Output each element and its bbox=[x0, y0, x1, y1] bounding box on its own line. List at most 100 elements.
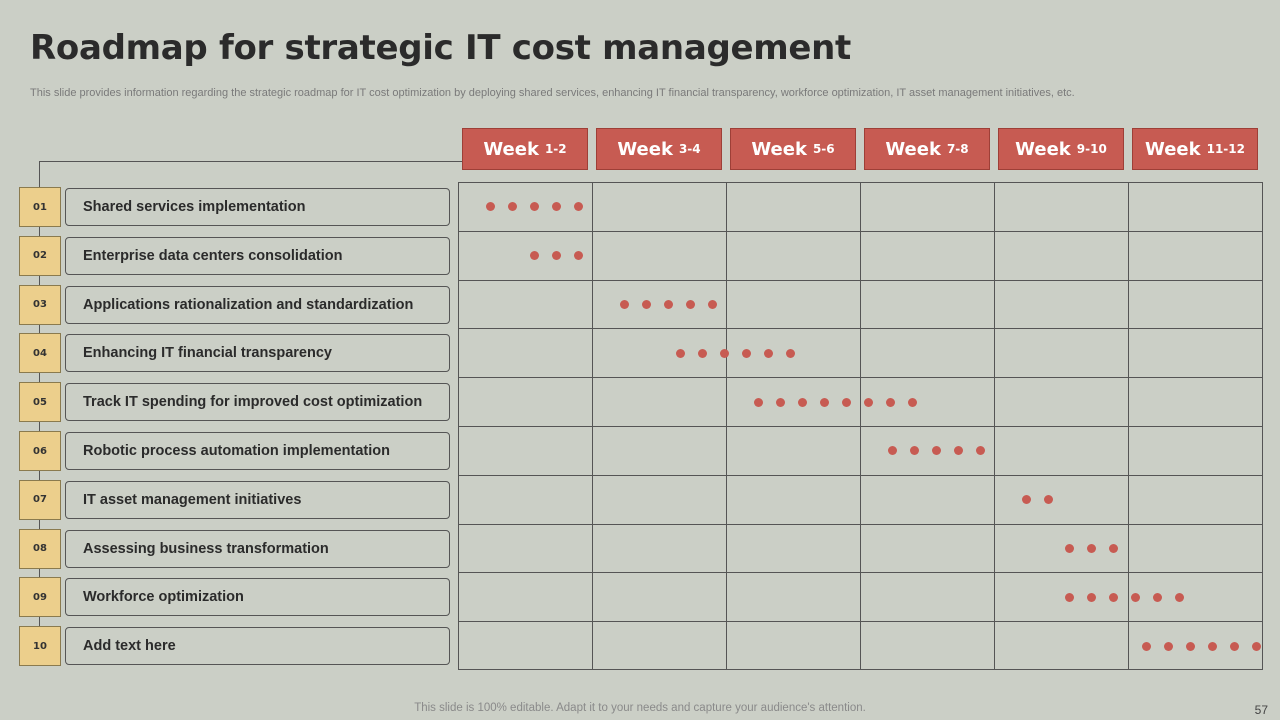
timeline-dot bbox=[1208, 641, 1218, 651]
task-label-box: Add text here bbox=[65, 627, 450, 666]
timeline-grid bbox=[458, 182, 1263, 670]
timeline-dot bbox=[676, 348, 686, 358]
task-label-box: Enhancing IT financial transparency bbox=[65, 334, 450, 373]
timeline-dot bbox=[1186, 641, 1196, 651]
timeline-dot bbox=[764, 348, 774, 358]
task-label-box: Track IT spending for improved cost opti… bbox=[65, 383, 450, 422]
timeline-dot bbox=[863, 397, 873, 407]
timeline-dot bbox=[698, 348, 708, 358]
timeline-dot bbox=[1043, 495, 1053, 505]
task-number-tag: 06 bbox=[19, 431, 61, 471]
week-header-1: Week 1-2 bbox=[462, 128, 588, 170]
task-label-box: Enterprise data centers consolidation bbox=[65, 236, 450, 275]
task-number-tag: 04 bbox=[19, 333, 61, 374]
timeline-dot bbox=[485, 202, 495, 212]
week-header-range: 3-4 bbox=[678, 142, 701, 156]
grid-row-divider bbox=[459, 474, 1262, 476]
timeline-dot bbox=[786, 348, 796, 358]
timeline-dot bbox=[909, 446, 919, 456]
task-label-box: Assessing business transformation bbox=[65, 529, 450, 568]
week-header-range: 5-6 bbox=[812, 142, 835, 156]
task-label-box: Shared services implementation bbox=[65, 188, 450, 226]
timeline-dot bbox=[507, 202, 517, 212]
footer-note: This slide is 100% editable. Adapt it to… bbox=[414, 702, 866, 714]
grid-row-divider bbox=[459, 377, 1262, 379]
task-number-tag: 03 bbox=[19, 284, 61, 325]
task-label-box: Robotic process automation implementatio… bbox=[65, 432, 450, 470]
week-header-range: 7-8 bbox=[946, 142, 969, 156]
task-number-tag: 08 bbox=[19, 528, 61, 569]
timeline-dot bbox=[551, 202, 561, 212]
timeline-dot bbox=[574, 251, 584, 261]
timeline-dot bbox=[1064, 544, 1074, 553]
timeline-dot bbox=[975, 446, 985, 456]
task-number-tag: 02 bbox=[19, 235, 61, 276]
timeline-dot bbox=[573, 202, 583, 212]
task-number-tag: 10 bbox=[19, 626, 61, 667]
grid-row-divider bbox=[459, 621, 1262, 623]
grid-row-divider bbox=[459, 328, 1262, 330]
timeline-dot bbox=[641, 300, 651, 309]
timeline-dot bbox=[953, 446, 963, 456]
grid-row-divider bbox=[459, 572, 1262, 574]
timeline-dot bbox=[619, 300, 629, 309]
timeline-dot bbox=[1252, 641, 1262, 651]
timeline-dot bbox=[742, 348, 752, 358]
task-label-box: Applications rationalization and standar… bbox=[65, 285, 450, 324]
week-header-label: Week bbox=[751, 138, 807, 160]
timeline-dot bbox=[1130, 592, 1140, 602]
week-header-range: 1-2 bbox=[544, 142, 567, 156]
page-title: Roadmap for strategic IT cost management bbox=[30, 28, 852, 68]
timeline-dot bbox=[720, 348, 730, 358]
task-label-box: IT asset management initiatives bbox=[65, 480, 450, 519]
task-number-tag: 07 bbox=[19, 479, 61, 520]
week-header-label: Week bbox=[617, 138, 673, 160]
timeline-dot bbox=[1164, 641, 1174, 651]
timeline-dot bbox=[1152, 592, 1162, 602]
timeline-dot bbox=[887, 446, 897, 456]
timeline-dot bbox=[1174, 592, 1184, 602]
grid-row-divider bbox=[459, 426, 1262, 427]
page-subtitle: This slide provides information regardin… bbox=[30, 87, 1075, 99]
grid-row-divider bbox=[459, 279, 1262, 281]
week-header-range: 9-10 bbox=[1076, 142, 1107, 156]
timeline-dot bbox=[797, 397, 807, 407]
timeline-dot bbox=[529, 202, 539, 212]
timeline-dot bbox=[819, 397, 829, 407]
timeline-dot bbox=[931, 446, 941, 456]
task-number-tag: 01 bbox=[19, 187, 61, 227]
timeline-dot bbox=[530, 251, 540, 261]
timeline-dot bbox=[552, 251, 562, 261]
timeline-dot bbox=[1108, 544, 1118, 553]
week-header-4: Week 7-8 bbox=[864, 128, 990, 170]
timeline-dot bbox=[707, 300, 717, 309]
timeline-dot bbox=[1064, 592, 1074, 602]
timeline-dot bbox=[1086, 544, 1096, 553]
timeline-dot bbox=[663, 300, 673, 309]
timeline-dot bbox=[685, 300, 695, 309]
task-number-tag: 09 bbox=[19, 577, 61, 618]
connector-line-horizontal bbox=[39, 161, 462, 162]
task-label-box: Workforce optimization bbox=[65, 578, 450, 617]
week-header-6: Week 11-12 bbox=[1132, 128, 1258, 170]
timeline-dot bbox=[907, 397, 917, 407]
timeline-dot bbox=[753, 397, 763, 407]
timeline-dot bbox=[775, 397, 785, 407]
week-header-label: Week bbox=[1145, 138, 1201, 160]
timeline-dot bbox=[1086, 592, 1096, 602]
week-header-2: Week 3-4 bbox=[596, 128, 722, 170]
timeline-dot bbox=[1108, 592, 1118, 602]
page-number: 57 bbox=[1254, 703, 1268, 717]
timeline-dot bbox=[885, 397, 895, 407]
week-header-label: Week bbox=[885, 138, 941, 160]
week-header-3: Week 5-6 bbox=[730, 128, 856, 170]
grid-row-divider bbox=[459, 523, 1262, 525]
week-header-label: Week bbox=[483, 138, 539, 160]
week-header-range: 11-12 bbox=[1206, 142, 1245, 156]
week-header-5: Week 9-10 bbox=[998, 128, 1124, 170]
grid-row-divider bbox=[459, 230, 1262, 232]
week-header-label: Week bbox=[1015, 138, 1071, 160]
timeline-dot bbox=[1142, 641, 1152, 651]
timeline-dot bbox=[1230, 641, 1240, 651]
timeline-dot bbox=[841, 397, 851, 407]
